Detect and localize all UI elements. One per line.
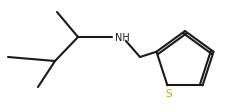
Text: S: S <box>164 88 171 98</box>
Text: NH: NH <box>114 33 129 43</box>
